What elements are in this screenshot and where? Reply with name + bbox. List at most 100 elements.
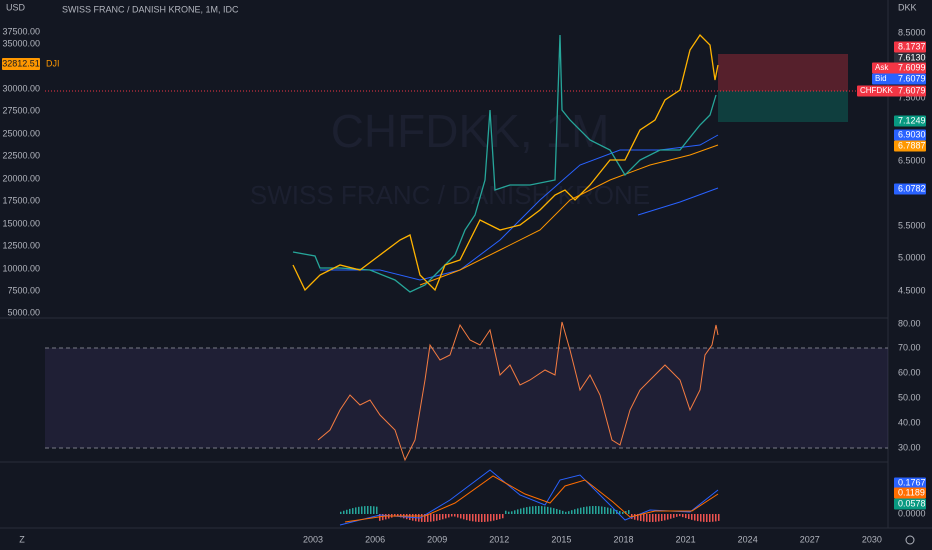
histogram-bar	[592, 506, 594, 514]
histogram-bar	[547, 506, 549, 514]
histogram-bar	[706, 514, 708, 522]
histogram-bar	[343, 510, 345, 514]
macd-line	[339, 469, 719, 526]
histogram-bar	[541, 506, 543, 514]
price-tag-bg	[894, 52, 926, 64]
settings-icon[interactable]	[905, 535, 915, 545]
histogram-bar	[619, 510, 621, 514]
histogram-bar	[508, 511, 510, 514]
histogram-bar	[502, 514, 504, 519]
dji-tag-value: 32812.51	[2, 58, 40, 68]
histogram-bar	[700, 514, 702, 522]
histogram-bar	[610, 508, 612, 514]
histogram-bar	[493, 514, 495, 521]
histogram-bar	[559, 509, 561, 514]
macd-histogram	[340, 506, 720, 522]
histogram-bar	[574, 509, 576, 514]
histogram-bar	[652, 514, 654, 522]
histogram-bar	[448, 514, 450, 518]
histogram-bar	[394, 514, 396, 517]
right-axis-label: 4.5000	[898, 285, 926, 295]
left-axis-label: 20000.00	[2, 173, 40, 183]
histogram-bar	[526, 507, 528, 514]
right-axis-label: 5.5000	[898, 220, 926, 230]
histogram-bar	[601, 506, 603, 514]
left-axis-label: 5000.00	[7, 307, 40, 317]
dji-series	[292, 33, 719, 292]
macd-tag-bg	[894, 477, 926, 489]
stop-box	[718, 91, 848, 122]
histogram-bar	[397, 514, 399, 517]
dji-tag-symbol: DJI	[46, 58, 60, 68]
left-axis-label: 7500.00	[7, 285, 40, 295]
histogram-bar	[364, 506, 366, 514]
histogram-bar	[466, 514, 468, 521]
histogram-bar	[520, 508, 522, 514]
time-axis-label: 2009	[427, 534, 447, 544]
histogram-bar	[553, 508, 555, 514]
time-axis-label: 2015	[551, 534, 571, 544]
right-axis-label: 7.5000	[898, 92, 926, 102]
histogram-bar	[643, 514, 645, 522]
histogram-bar	[427, 514, 429, 522]
price-series	[292, 34, 717, 293]
rsi-axis-label: 60.00	[898, 367, 921, 377]
histogram-bar	[688, 514, 690, 519]
histogram-bar	[358, 506, 360, 514]
ma-blue	[320, 134, 719, 281]
left-axis-label: 37500.00	[2, 26, 40, 36]
rsi-axis-label: 40.00	[898, 417, 921, 427]
rsi-axis-label: 30.00	[898, 442, 921, 452]
histogram-bar	[595, 506, 597, 514]
histogram-bar	[613, 509, 615, 514]
labels: USD 37500.00 35000.00 30000.00 27500.00 25000…	[2, 2, 926, 544]
price-tag-bg	[894, 129, 926, 141]
histogram-bar	[568, 511, 570, 514]
histogram-bar	[463, 514, 465, 520]
histogram-bar	[379, 514, 381, 521]
histogram-bar	[544, 506, 546, 514]
histogram-bar	[451, 514, 453, 517]
histogram-bar	[457, 514, 459, 518]
histogram-bar	[352, 508, 354, 514]
histogram-bar	[487, 514, 489, 522]
time-axis-label: 2027	[800, 534, 820, 544]
zoom-icon[interactable]: Z	[19, 534, 25, 544]
histogram-bar	[529, 506, 531, 514]
histogram-bar	[445, 514, 447, 519]
histogram-bar	[703, 514, 705, 522]
left-axis-label: 25000.00	[2, 128, 40, 138]
histogram-bar	[538, 506, 540, 514]
histogram-bar	[634, 514, 636, 520]
histogram-bar	[442, 514, 444, 520]
histogram-bar	[355, 507, 357, 514]
time-axis-label: 2024	[738, 534, 758, 544]
histogram-bar	[661, 514, 663, 521]
price-tag-label: 7.1249	[898, 115, 926, 125]
left-axis-label: 12500.00	[2, 240, 40, 250]
ma-long	[637, 187, 719, 216]
histogram-bar	[367, 506, 369, 514]
watermark-name: SWISS FRANC / DANISH KRONE	[250, 180, 650, 210]
price-tag-label: 6.9030	[898, 129, 926, 139]
histogram-bar	[649, 514, 651, 522]
price-tag-label: 6.0782	[898, 183, 926, 193]
histogram-bar	[691, 514, 693, 520]
right-axis-label: 6.5000	[898, 155, 926, 165]
histogram-bar	[346, 509, 348, 514]
histogram-bar	[550, 507, 552, 514]
right-axis-unit: DKK	[898, 2, 917, 12]
histogram-bar	[586, 506, 588, 514]
histogram-bar	[361, 506, 363, 514]
histogram-bar	[376, 506, 378, 514]
histogram-bar	[535, 506, 537, 514]
left-axis-label: 27500.00	[2, 105, 40, 115]
price-tag-label: 7.6079	[898, 73, 926, 83]
time-axis-label: 2003	[303, 534, 323, 544]
histogram-bar	[622, 511, 624, 514]
histogram-bar	[532, 506, 534, 514]
rsi-band	[45, 348, 888, 448]
